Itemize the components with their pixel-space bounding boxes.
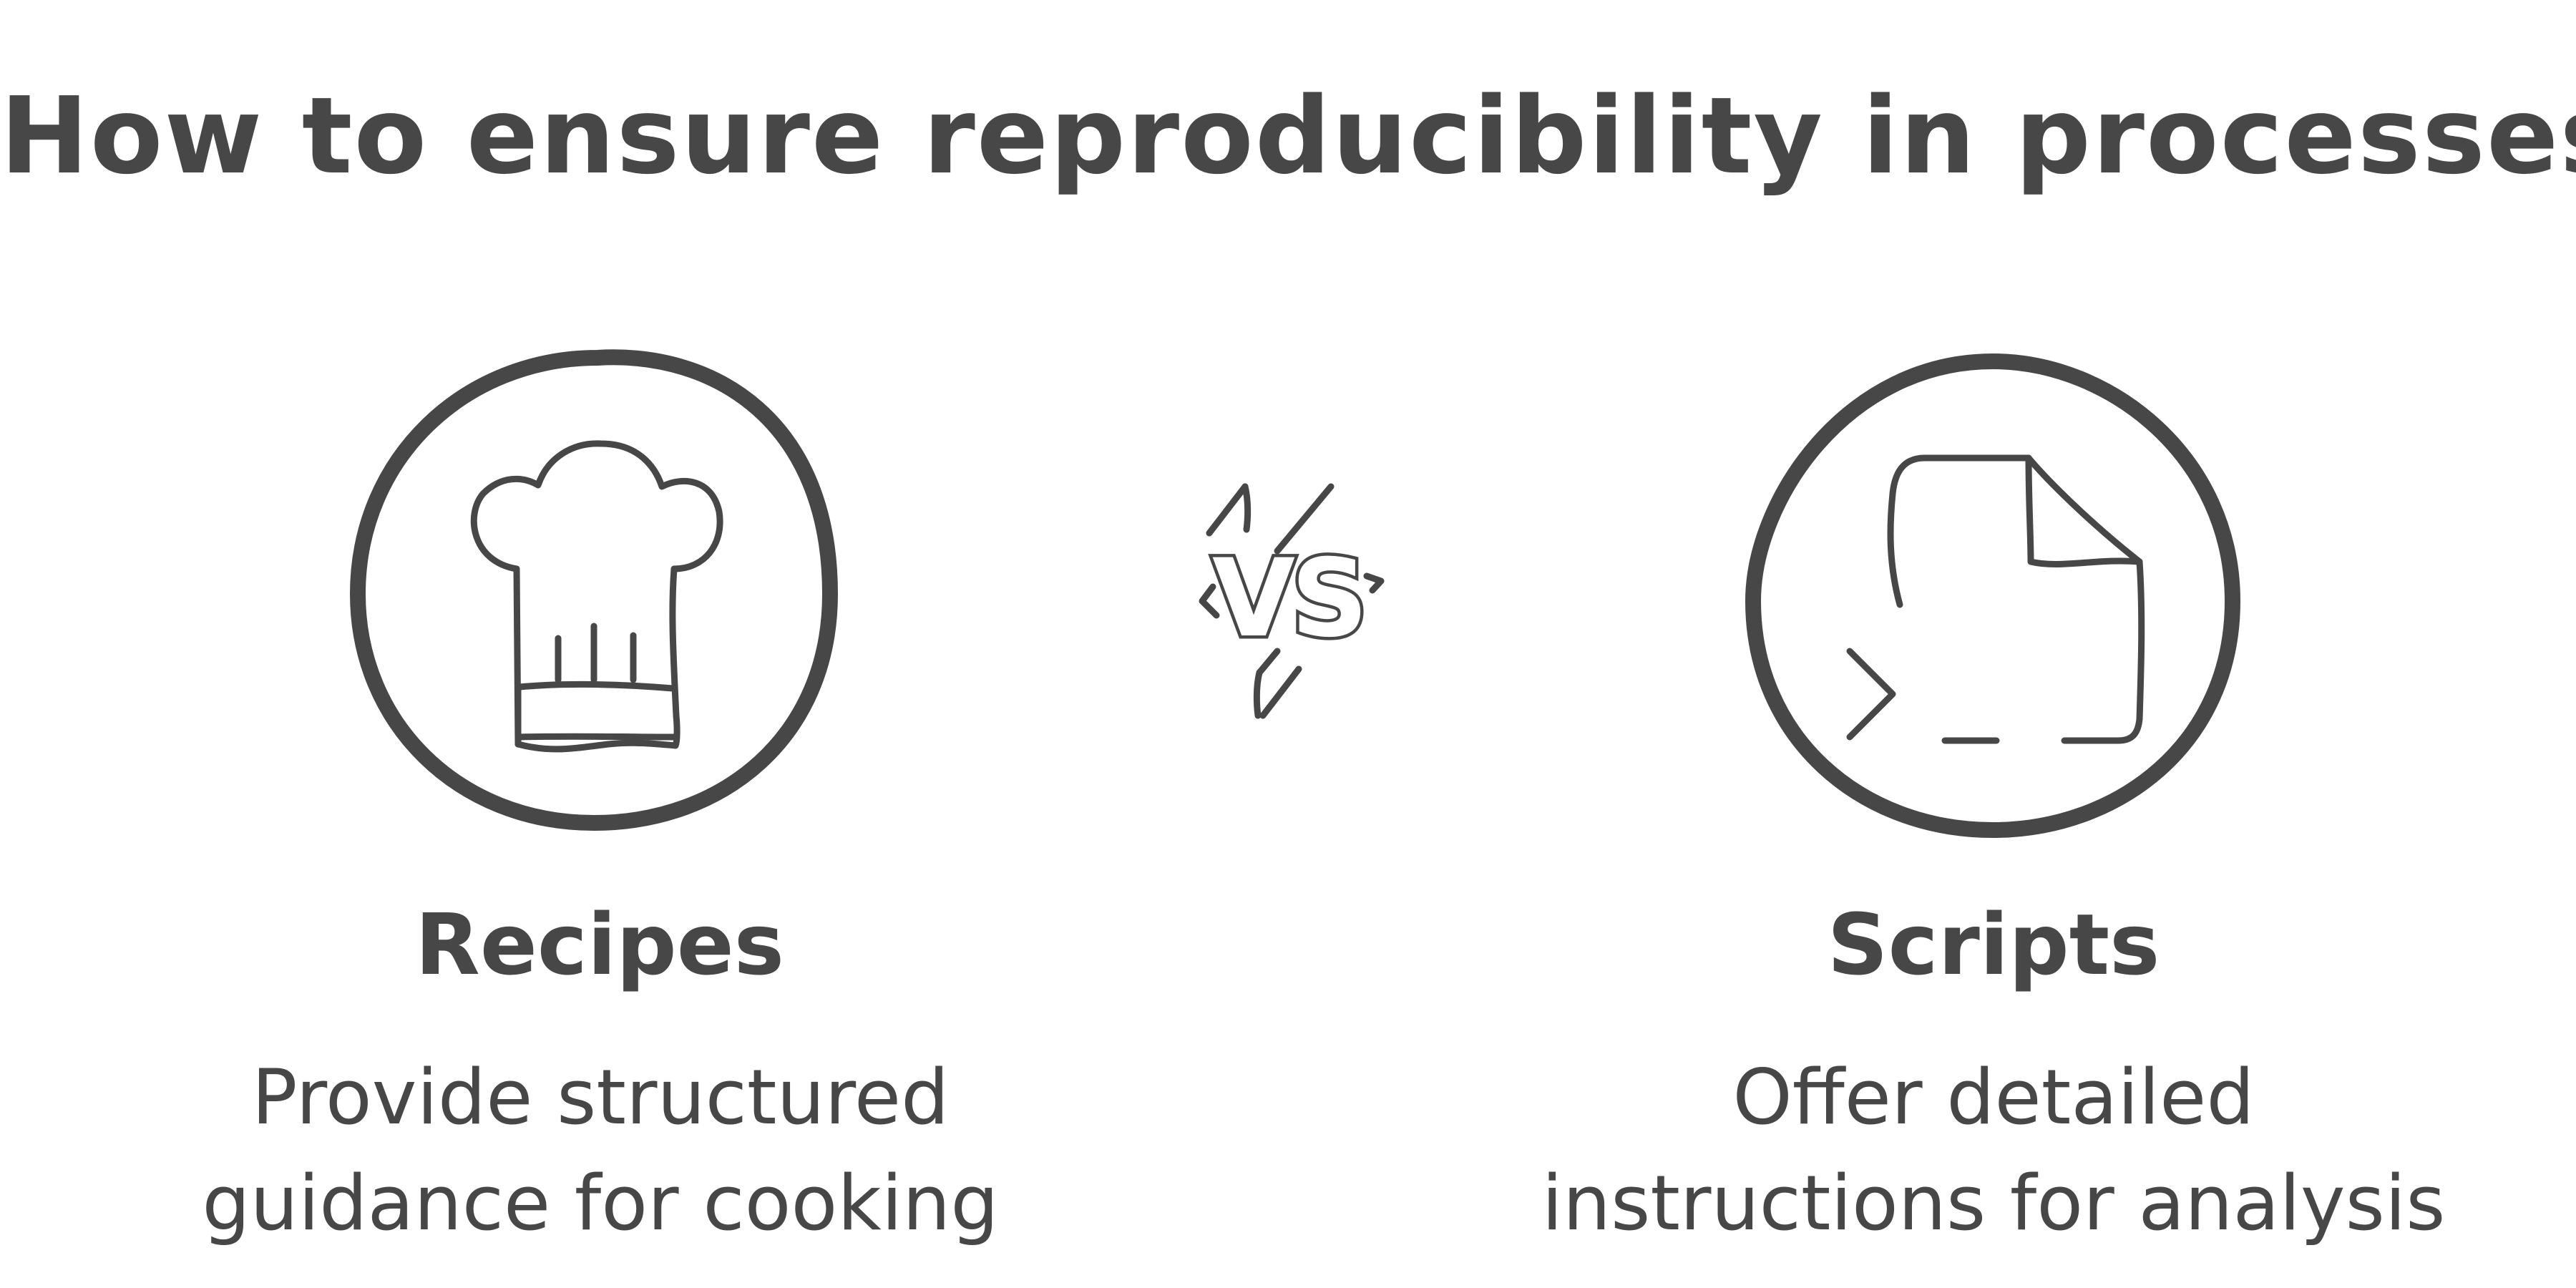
recipes-description-line-1: Provide structured (251, 1053, 950, 1141)
scripts-option-title: Scripts (1827, 895, 2160, 994)
scripts-description-line-1: Offer detailed (1732, 1053, 2255, 1141)
right-option-circle (1745, 353, 2240, 838)
chef-hat-icon (470, 440, 723, 753)
page-title: How to ensure reproducibility in process… (0, 74, 2576, 197)
left-option-circle (350, 349, 838, 831)
scripts-description-line-2: instructions for analysis (1541, 1159, 2446, 1247)
recipes-option-description: Provide structured guidance for cooking (64, 1045, 1137, 1257)
recipes-option-title: Recipes (414, 895, 785, 994)
recipes-description-line-2: guidance for cooking (202, 1159, 999, 1247)
scripts-option-description: Offer detailed instructions for analysis (1457, 1045, 2530, 1257)
script-file-terminal-icon (1846, 454, 2145, 744)
versus-icon (1199, 483, 1385, 719)
versus-label: VS (1212, 537, 1364, 661)
